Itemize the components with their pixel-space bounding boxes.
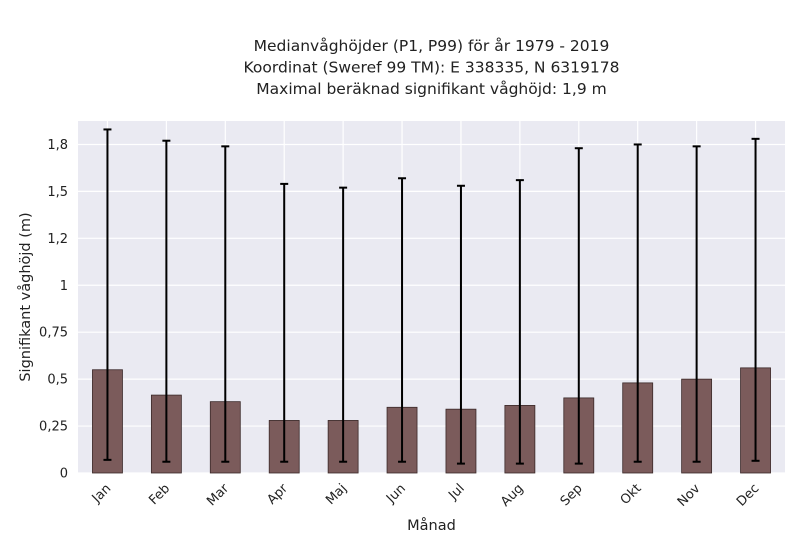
y-tick-label: 1 xyxy=(60,279,68,294)
error-bar-jun xyxy=(398,177,407,463)
error-bar-mar xyxy=(221,145,230,463)
chart-title-line-3: Maximal beräknad signifikant våghöjd: 1,… xyxy=(256,80,606,98)
x-tick-label-apr: Apr xyxy=(265,481,292,508)
y-tick-label: 1,8 xyxy=(47,138,68,153)
error-bar-sep xyxy=(574,147,583,465)
y-axis-label: Signifikant våghöjd (m) xyxy=(17,212,34,381)
y-tick-label: 0 xyxy=(60,467,68,482)
y-tick-label: 1,2 xyxy=(47,232,68,247)
x-tick-label-sep: Sep xyxy=(558,481,586,509)
y-tick-label: 1,5 xyxy=(47,185,68,200)
x-tick-label-okt: Okt xyxy=(618,481,645,508)
x-tick-label-mar: Mar xyxy=(204,481,232,509)
x-tick-label-maj: Maj xyxy=(323,481,350,508)
error-bar-maj xyxy=(339,186,348,463)
error-bar-apr xyxy=(280,182,289,463)
error-bar-feb xyxy=(162,139,171,463)
y-tick-label: 0,5 xyxy=(47,373,68,388)
x-tick-label-dec: Dec xyxy=(734,481,762,509)
y-axis-ticks: 0 0,25 0,5 0,75 1 1,2 1,5 1,8 xyxy=(39,138,68,482)
error-bar-jan xyxy=(103,128,112,461)
error-bar-nov xyxy=(692,145,701,463)
y-tick-label: 0,25 xyxy=(39,420,68,435)
error-bars xyxy=(103,128,760,465)
x-tick-label-jan: Jan xyxy=(89,481,114,506)
y-tick-label: 0,75 xyxy=(39,326,68,341)
x-axis-label: Månad xyxy=(407,517,456,534)
chart-title-line-2: Koordinat (Sweref 99 TM): E 338335, N 63… xyxy=(244,59,620,77)
x-tick-label-jul: Jul xyxy=(445,481,467,503)
error-bar-dec xyxy=(751,137,760,462)
x-tick-label-nov: Nov xyxy=(675,481,704,510)
x-tick-label-feb: Feb xyxy=(146,481,173,508)
x-axis-ticks: Jan Feb Mar Apr Maj Jun Jul Aug Sep Okt Nov Dec xyxy=(89,481,763,510)
error-bar-aug xyxy=(515,179,524,465)
chart-title: Medianvåghöjder (P1, P99) för år 1979 - … xyxy=(244,37,620,98)
x-tick-label-jun: Jun xyxy=(383,481,409,507)
plot-area xyxy=(78,121,785,473)
error-bar-jul xyxy=(456,184,465,465)
error-bar-okt xyxy=(633,143,642,463)
x-tick-label-aug: Aug xyxy=(498,481,527,510)
chart-title-line-1: Medianvåghöjder (P1, P99) för år 1979 - … xyxy=(254,37,610,55)
